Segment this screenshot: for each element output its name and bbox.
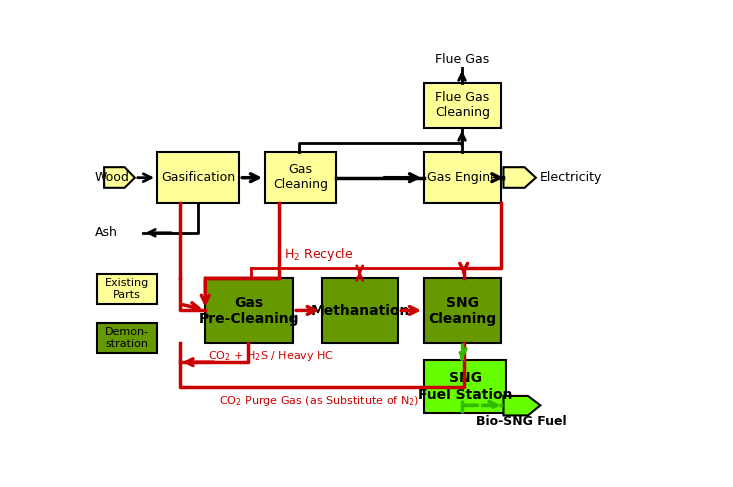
FancyBboxPatch shape: [424, 152, 501, 203]
Polygon shape: [504, 167, 536, 188]
Text: Flue Gas
Cleaning: Flue Gas Cleaning: [435, 92, 490, 119]
Polygon shape: [504, 396, 540, 415]
FancyBboxPatch shape: [157, 152, 240, 203]
Text: Gas
Cleaning: Gas Cleaning: [273, 164, 328, 191]
FancyBboxPatch shape: [97, 274, 157, 304]
Text: Methanation: Methanation: [310, 303, 410, 318]
Polygon shape: [104, 167, 135, 188]
FancyBboxPatch shape: [322, 278, 399, 343]
Text: Gas Engine: Gas Engine: [427, 171, 498, 184]
Text: Ash: Ash: [95, 226, 118, 239]
Text: Flue Gas: Flue Gas: [435, 53, 489, 66]
Text: Wood: Wood: [95, 171, 130, 184]
Text: Demon-
stration: Demon- stration: [105, 327, 150, 349]
Text: SNG
Fuel Station: SNG Fuel Station: [418, 372, 512, 402]
Text: Bio-SNG Fuel: Bio-SNG Fuel: [476, 415, 567, 428]
Text: Gasification: Gasification: [161, 171, 235, 184]
Text: SNG
Cleaning: SNG Cleaning: [428, 296, 496, 326]
FancyBboxPatch shape: [424, 83, 501, 128]
Text: CO$_2$ + H$_2$S / Heavy HC: CO$_2$ + H$_2$S / Heavy HC: [208, 349, 334, 363]
FancyBboxPatch shape: [424, 360, 507, 413]
Text: CO$_2$ Purge Gas (as Substitute of N$_2$): CO$_2$ Purge Gas (as Substitute of N$_2$…: [218, 394, 419, 408]
Text: Gas
Pre-Cleaning: Gas Pre-Cleaning: [199, 296, 300, 326]
FancyBboxPatch shape: [205, 278, 293, 343]
FancyBboxPatch shape: [424, 278, 501, 343]
Text: H$_2$ Recycle: H$_2$ Recycle: [284, 246, 353, 263]
Text: Existing
Parts: Existing Parts: [105, 278, 150, 300]
FancyBboxPatch shape: [265, 152, 336, 203]
Text: Electricity: Electricity: [539, 171, 602, 184]
FancyBboxPatch shape: [97, 323, 157, 353]
